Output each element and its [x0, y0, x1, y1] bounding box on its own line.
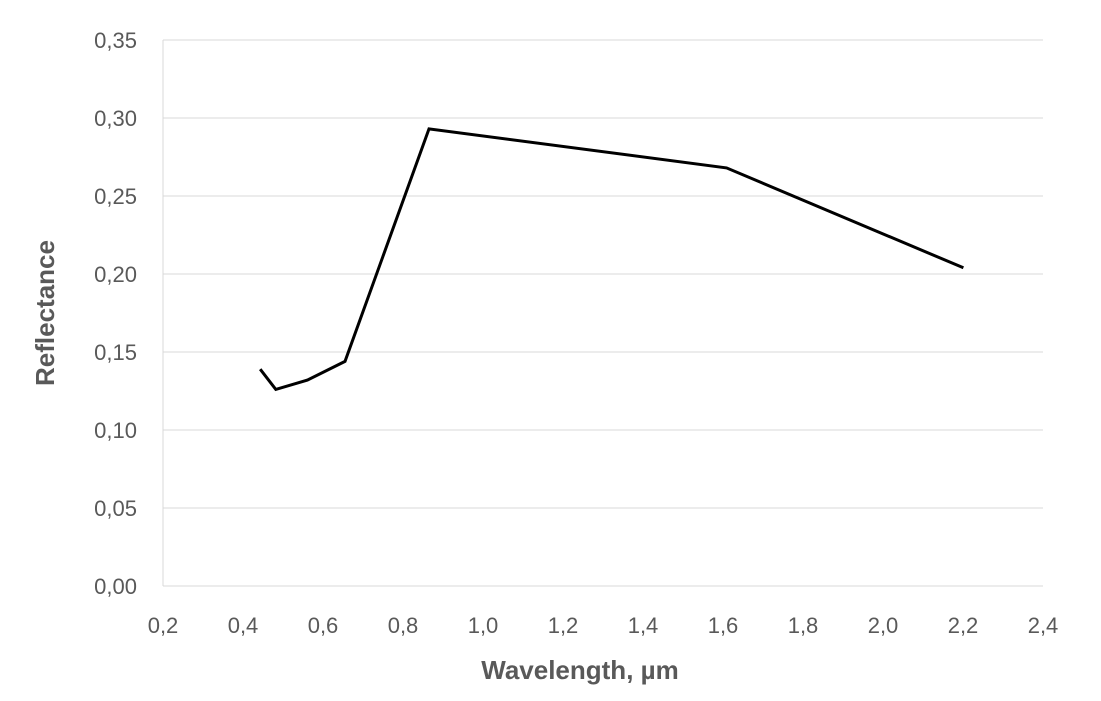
x-tick-label: 0,8 — [388, 613, 419, 638]
series-line — [259, 127, 964, 392]
x-tick-label: 0,6 — [308, 613, 339, 638]
x-axis-title: Wavelength, µm — [481, 655, 679, 685]
y-tick-labels: 0,00 0,05 0,10 0,15 0,20 0,25 0,30 0,35 — [94, 28, 137, 599]
y-tick-label: 0,35 — [94, 28, 137, 53]
x-tick-labels: 0,2 0,4 0,6 0,8 1,0 1,2 1,4 1,6 1,8 2,0 2,2 2,4 — [148, 613, 1059, 638]
y-tick-label: 0,10 — [94, 418, 137, 443]
y-tick-label: 0,15 — [94, 340, 137, 365]
x-tick-label: 1,2 — [548, 613, 579, 638]
x-tick-label: 2,2 — [948, 613, 979, 638]
x-tick-label: 0,4 — [228, 613, 259, 638]
x-tick-label: 1,0 — [468, 613, 499, 638]
series — [259, 127, 964, 392]
y-tick-label: 0,30 — [94, 106, 137, 131]
x-tick-label: 1,8 — [788, 613, 819, 638]
x-tick-label: 1,4 — [628, 613, 659, 638]
y-tick-label: 0,00 — [94, 574, 137, 599]
y-tick-label: 0,25 — [94, 184, 137, 209]
x-tick-label: 2,0 — [868, 613, 899, 638]
y-tick-label: 0,05 — [94, 496, 137, 521]
y-tick-label: 0,20 — [94, 262, 137, 287]
axes — [162, 40, 1043, 587]
gridlines — [163, 39, 1043, 509]
x-tick-label: 0,2 — [148, 613, 179, 638]
y-axis-title: Reflectance — [30, 240, 60, 386]
x-tick-label: 2,4 — [1028, 613, 1059, 638]
x-tick-label: 1,6 — [708, 613, 739, 638]
